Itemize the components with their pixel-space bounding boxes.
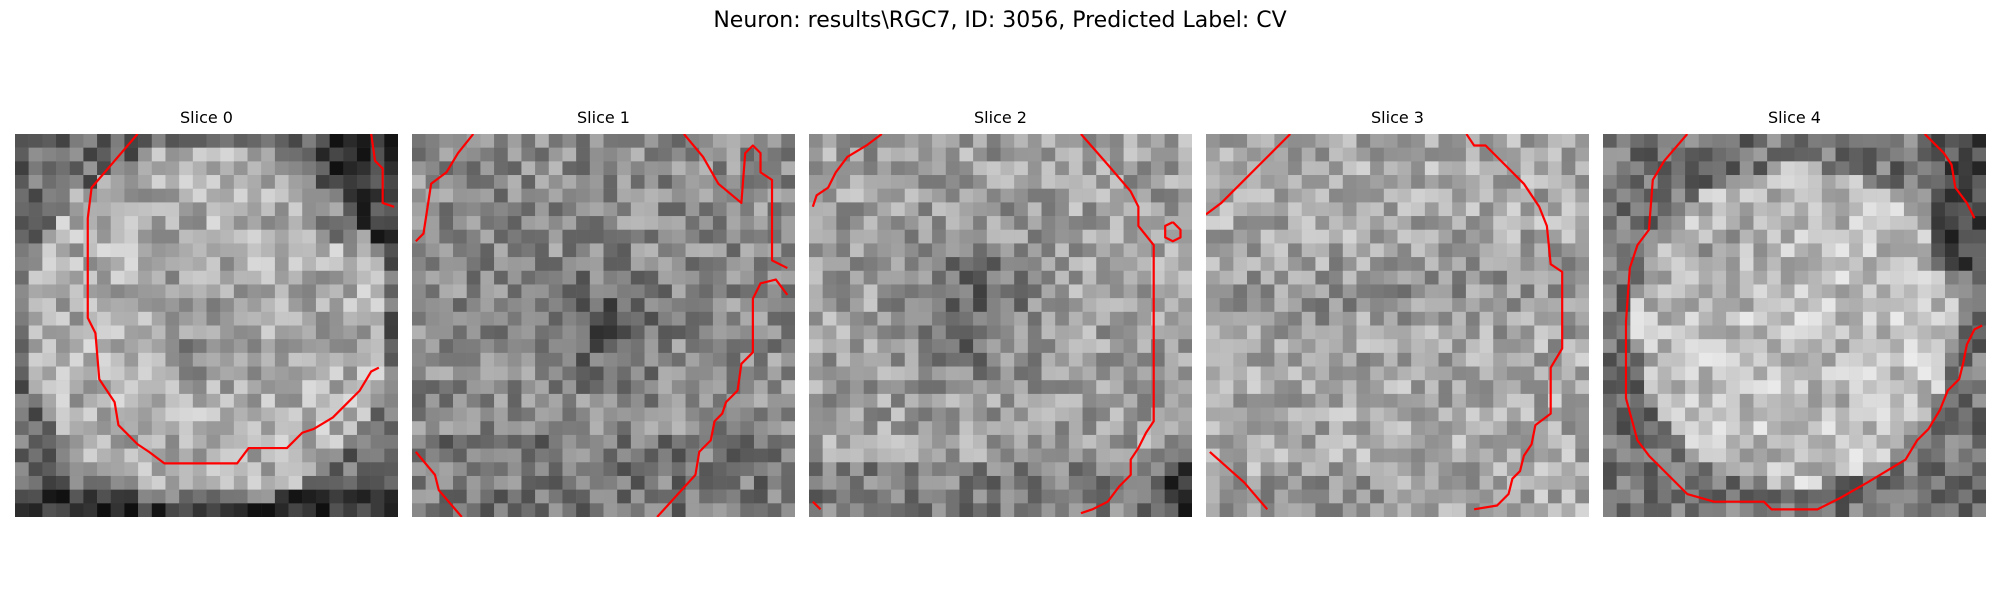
segmentation-contour [684,134,787,268]
segmentation-contour [1925,134,1975,218]
slice-panel-3: Slice 3 [1206,108,1589,517]
slice-title: Slice 4 [1768,108,1821,127]
pixel-grid [15,134,398,517]
segmentation-contour [1210,452,1267,509]
segmentation-contour [1626,134,1982,509]
slice-title: Slice 0 [180,108,233,127]
slice-panel-0: Slice 0 [15,108,398,517]
slice-title: Slice 2 [974,108,1027,127]
slice-image [1603,134,1986,517]
slice-panel-2: Slice 2 [809,108,1192,517]
pixel-grid [1206,134,1589,517]
segmentation-contour [416,452,462,517]
segmentation-contour [657,280,787,517]
slice-panel-4: Slice 4 [1603,108,1986,517]
pixel-grid [809,134,1192,517]
segmentation-contour [1081,134,1154,513]
slice-panel-1: Slice 1 [412,108,795,517]
pixel-grid [412,134,795,517]
segmentation-contour [1206,134,1290,214]
segmentation-contour [88,134,379,463]
segmentation-contour [371,134,394,207]
segmentation-contour [416,134,473,241]
pixel-grid [1603,134,1986,517]
segmentation-contour [813,502,821,510]
slice-image [412,134,795,517]
slice-title: Slice 3 [1371,108,1424,127]
slice-image [15,134,398,517]
slice-image [1206,134,1589,517]
slice-image [809,134,1192,517]
segmentation-contour [1466,134,1562,509]
segmentation-contour [1165,222,1180,241]
segmentation-contour [813,134,882,207]
slice-title: Slice 1 [577,108,630,127]
figure-title: Neuron: results\RGC7, ID: 3056, Predicte… [713,8,1287,33]
